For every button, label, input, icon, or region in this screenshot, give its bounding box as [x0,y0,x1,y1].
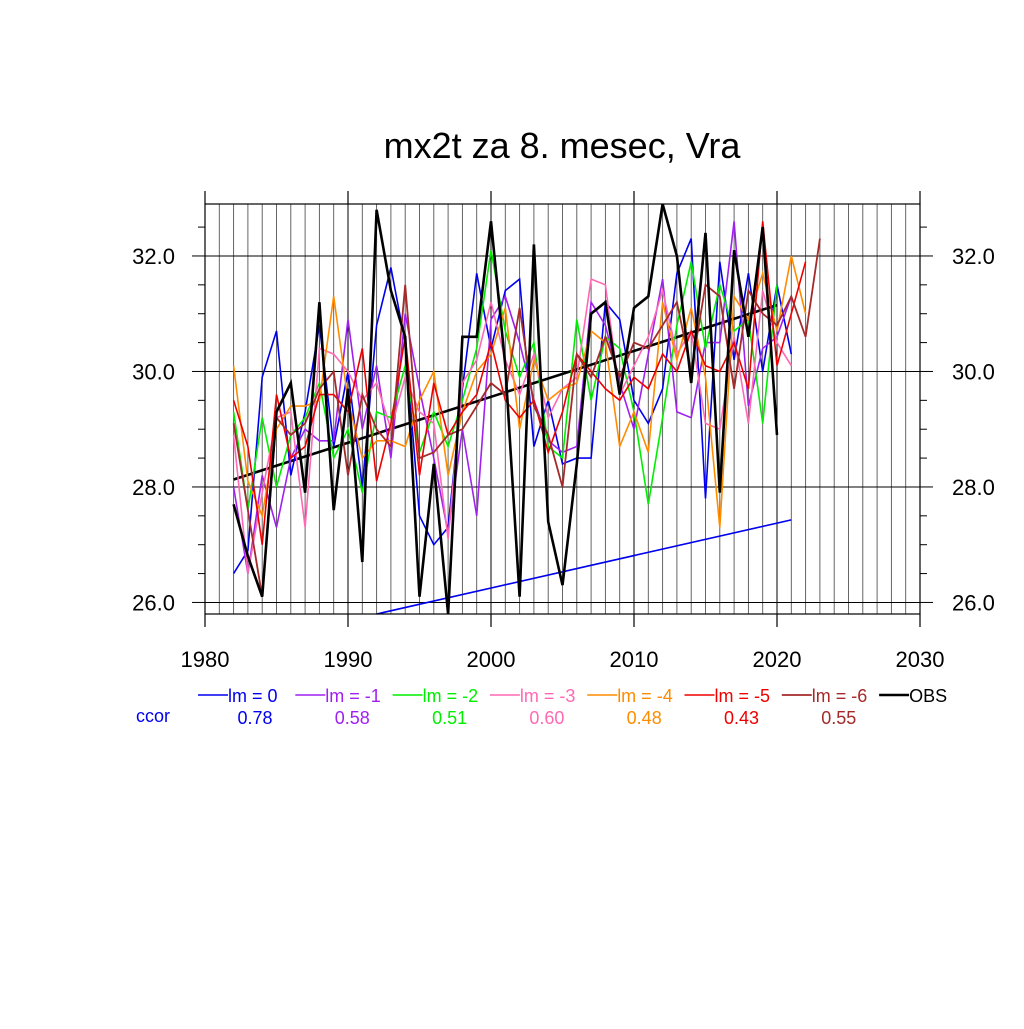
series-lines [232,203,821,615]
y-tick-label-left: 30.0 [132,359,175,384]
series-line-lm-5 [232,221,807,545]
series-line-lm-6 [232,238,821,597]
legend-ccor-value: 0.78 [237,708,272,728]
series-line-lm-4 [232,255,807,528]
legend-ccor-value: 0.55 [821,708,856,728]
x-tick-label: 2000 [467,647,516,672]
x-tick-label: 1990 [324,647,373,672]
legend-ccor-value: 0.43 [724,708,759,728]
series-line-obs [232,203,779,615]
y-tick-label-left: 28.0 [132,475,175,500]
legend-label: lm = -2 [423,686,479,706]
y-tick-label-right: 28.0 [952,475,995,500]
y-tick-label-right: 32.0 [952,244,995,269]
chart-title: mx2t za 8. mesec, Vra [384,125,742,166]
x-tick-label: 2030 [896,647,945,672]
x-tick-label: 1980 [181,647,230,672]
plot-border [204,203,921,615]
legend-label: lm = -4 [617,686,673,706]
y-tick-label-right: 30.0 [952,359,995,384]
grid [204,204,921,614]
x-tick-label: 2010 [610,647,659,672]
series-line-lm-0 [232,238,793,575]
legend-label: lm = 0 [228,686,278,706]
y-tick-label-left: 26.0 [132,590,175,615]
legend-ccor-value: 0.60 [529,708,564,728]
legend-label: OBS [909,686,947,706]
legend-label: lm = -1 [325,686,381,706]
legend-label: lm = -5 [715,686,771,706]
legend-ccor-value: 0.58 [335,708,370,728]
legend-ccor-value: 0.51 [432,708,467,728]
legend-label: lm = -6 [812,686,868,706]
ccor-label: ccor [136,706,170,726]
legend-label: lm = -3 [520,686,576,706]
x-tick-label: 2020 [753,647,802,672]
axis-ticks: 1980 1990 2000 2010 2020 2030 26.0 26.0 28.0 28.0… [132,191,995,672]
series-line-lm-2 [232,250,778,511]
y-tick-label-right: 26.0 [952,590,995,615]
y-tick-label-left: 32.0 [132,244,175,269]
plot-frame [204,203,921,615]
legend-ccor-value: 0.48 [627,708,662,728]
